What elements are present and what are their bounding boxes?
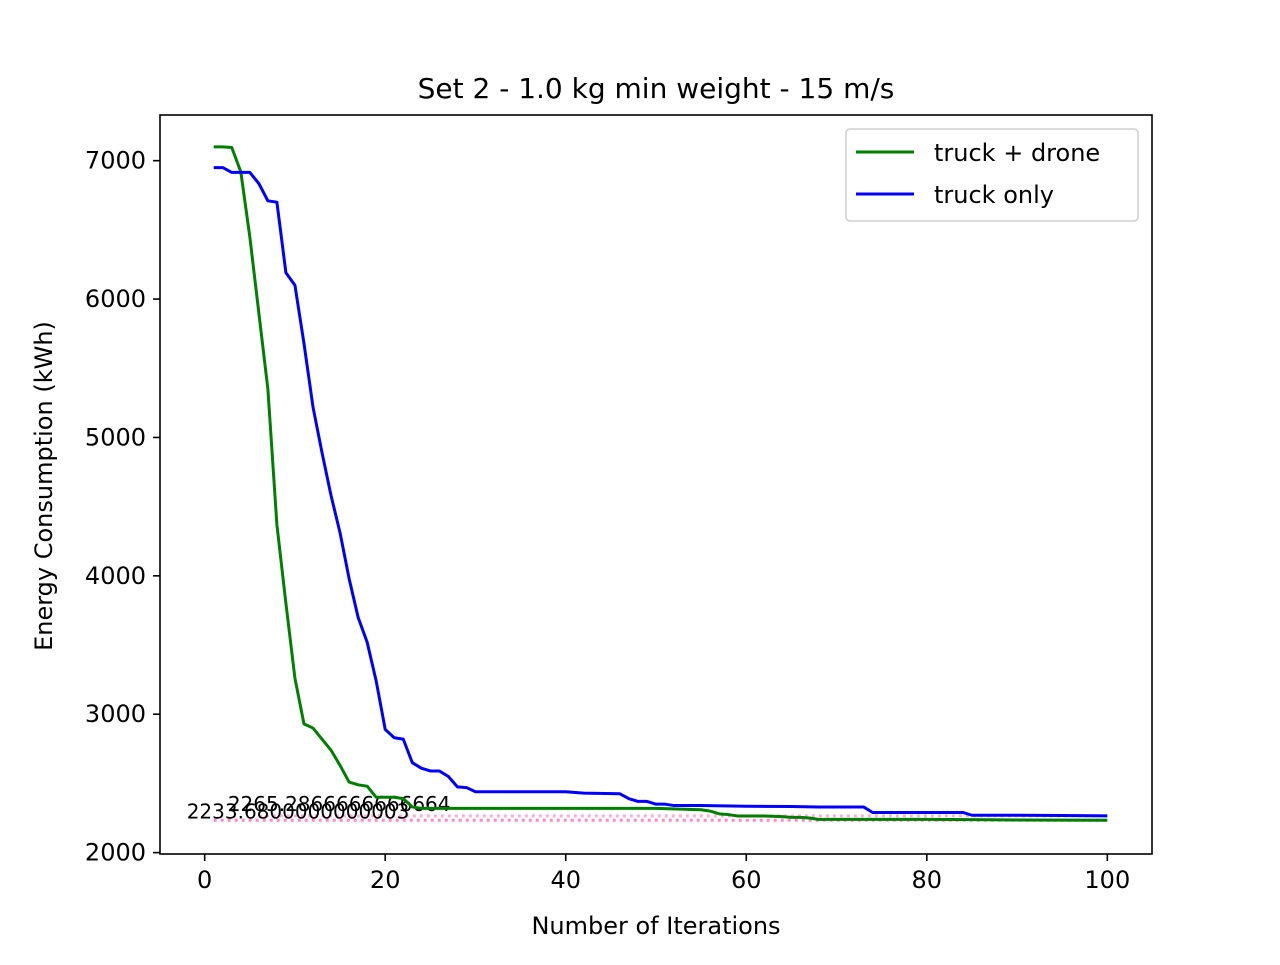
legend-box bbox=[845, 128, 1139, 222]
legend-label-2: truck only bbox=[934, 181, 1054, 209]
chart-title: Set 2 - 1.0 kg min weight - 15 m/s bbox=[418, 72, 895, 105]
axes: 0 20 40 60 80 100 2000 3000 4000 5000 6000 7000 bbox=[85, 147, 1130, 894]
y-tick-label: 3000 bbox=[85, 700, 146, 728]
x-axis-title: Number of Iterations bbox=[531, 912, 780, 940]
plot-frame bbox=[159, 114, 1153, 855]
legend: truck + drone truck only bbox=[845, 128, 1139, 222]
series-line-truck-only bbox=[213, 166, 1108, 818]
x-tick-label: 100 bbox=[1084, 866, 1130, 894]
x-tick-label: 40 bbox=[550, 866, 581, 894]
series-line-truck-drone bbox=[213, 145, 1108, 822]
y-tick-label: 2000 bbox=[85, 839, 146, 867]
annotation-label-1: 2233.6800000000003 bbox=[187, 799, 410, 823]
annotation-label-2: 2265.2866666666664 bbox=[228, 792, 451, 816]
x-tick-label: 60 bbox=[731, 866, 762, 894]
legend-label-1: truck + drone bbox=[934, 139, 1100, 167]
x-tick-label: 0 bbox=[197, 866, 212, 894]
x-tick-label: 80 bbox=[912, 866, 943, 894]
y-axis-title: Energy Consumption (kWh) bbox=[30, 321, 58, 651]
y-tick-label: 5000 bbox=[85, 423, 146, 451]
y-tick-label: 6000 bbox=[85, 285, 146, 313]
y-tick-label: 7000 bbox=[85, 147, 146, 175]
y-tick-label: 4000 bbox=[85, 562, 146, 590]
x-tick-label: 20 bbox=[370, 866, 401, 894]
